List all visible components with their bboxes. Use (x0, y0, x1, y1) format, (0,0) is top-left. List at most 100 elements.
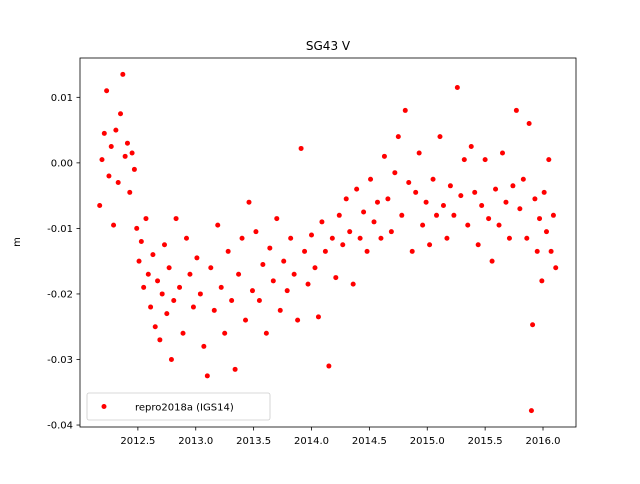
point (520, 176, 526, 182)
point (528, 408, 534, 414)
point (302, 248, 308, 254)
plot-frame (79, 57, 577, 428)
point (315, 314, 321, 320)
point (430, 176, 436, 182)
point (336, 212, 342, 218)
point (253, 229, 259, 235)
point (541, 189, 547, 195)
point (526, 121, 532, 127)
point (499, 150, 505, 156)
point (343, 196, 349, 202)
point (333, 275, 339, 281)
point (177, 284, 183, 290)
point (218, 284, 224, 290)
point (340, 242, 346, 248)
point (106, 173, 112, 179)
point (122, 153, 128, 159)
point (458, 193, 464, 199)
point (157, 337, 163, 343)
point (152, 324, 158, 330)
point (354, 186, 360, 192)
point (222, 330, 228, 336)
point (159, 291, 165, 297)
point (374, 199, 380, 205)
point (392, 170, 398, 176)
point (243, 317, 249, 323)
point (427, 242, 433, 248)
point (368, 176, 374, 182)
point (97, 202, 103, 208)
point (378, 235, 384, 241)
point (550, 212, 556, 218)
point (171, 298, 177, 304)
point (312, 265, 318, 271)
x-tick-label: 2016.0 (526, 436, 561, 447)
y-tick-label: 0.01 (51, 93, 73, 104)
x-tick-label: 2014.5 (352, 436, 387, 447)
point (530, 322, 536, 328)
point (420, 222, 426, 228)
point (465, 222, 471, 228)
point (305, 281, 311, 287)
point (111, 222, 117, 228)
point (546, 157, 552, 163)
point (124, 140, 130, 146)
point (447, 183, 453, 189)
x-tick-label: 2015.5 (468, 436, 503, 447)
point (288, 235, 294, 241)
point (548, 248, 554, 254)
point (444, 235, 450, 241)
point (143, 216, 149, 222)
point (534, 248, 540, 254)
y-tick-label: -0.02 (47, 289, 73, 300)
point (347, 229, 353, 235)
point (472, 189, 478, 195)
point (141, 284, 147, 290)
point (434, 212, 440, 218)
point (260, 261, 266, 267)
point (361, 209, 367, 215)
point (539, 278, 545, 284)
point (155, 278, 161, 284)
point (129, 150, 135, 156)
point (187, 271, 193, 277)
point (208, 265, 214, 271)
point (263, 330, 269, 336)
point (388, 229, 394, 235)
legend-box (86, 392, 271, 421)
point (204, 373, 210, 379)
point (364, 248, 370, 254)
legend-label: repro2018a (IGS14) (135, 403, 234, 414)
point (168, 356, 174, 362)
point (486, 216, 492, 222)
point (416, 150, 422, 156)
point (503, 199, 509, 205)
point (256, 298, 262, 304)
x-tick-label: 2014.0 (294, 436, 329, 447)
point (236, 271, 242, 277)
point (148, 304, 154, 310)
point (131, 166, 137, 172)
point (173, 216, 179, 222)
point (451, 212, 457, 218)
point (489, 258, 495, 264)
point (145, 271, 151, 277)
point (329, 235, 335, 241)
point (295, 317, 301, 323)
x-tick-label: 2012.5 (120, 436, 155, 447)
point (510, 183, 516, 189)
point (118, 111, 124, 117)
point (402, 107, 408, 113)
point (120, 71, 126, 77)
point (437, 134, 443, 140)
point (506, 235, 512, 241)
point (395, 134, 401, 140)
point (350, 281, 356, 287)
point (136, 258, 142, 264)
point (161, 242, 167, 248)
point (104, 88, 110, 94)
point (454, 84, 460, 90)
point (99, 157, 105, 163)
point (543, 229, 549, 235)
